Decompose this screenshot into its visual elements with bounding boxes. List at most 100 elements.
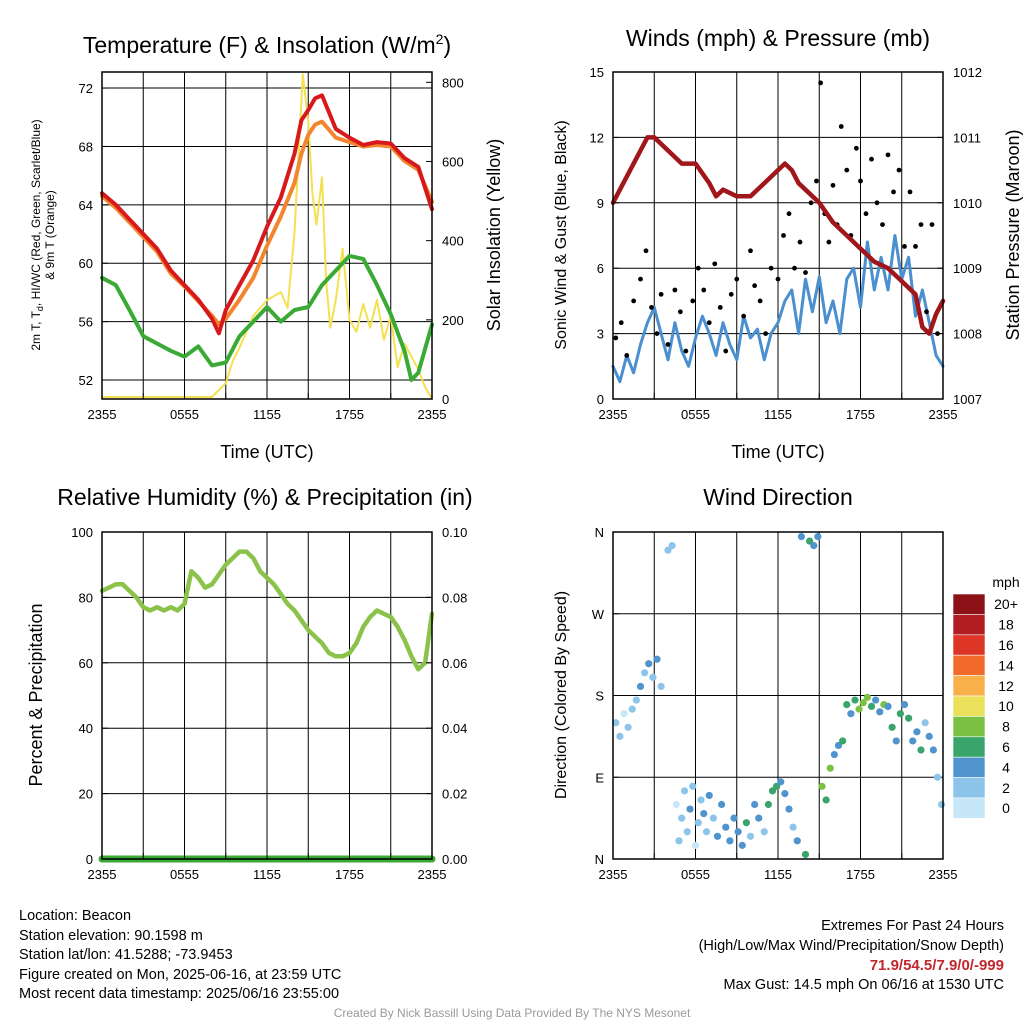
wind-direction-point [913,728,921,736]
wind-direction-point [781,790,789,798]
gust-point [643,248,649,254]
elevation-text: Station elevation: 90.1598 m [19,927,203,944]
wind-direction-point [797,532,805,541]
wind-direction-point [867,702,876,711]
y-tick-label: 3 [597,327,604,342]
svg-text:2m T, Td, HI/WC (Red, Green, S: 2m T, Td, HI/WC (Red, Green, Scarlet/Blu… [29,119,45,350]
wind-direction-point [734,828,742,836]
y2-tick-label: 0.10 [442,525,467,540]
wind-direction-point [764,800,772,809]
y-tick-label: 64 [79,198,93,213]
wind-ticks: 2355 0555 1155 1755 235503691215100710081009… [590,65,982,422]
wind-direction-point [657,682,665,691]
wind-direction-point [900,700,909,709]
wind-direction-point [863,693,871,701]
wind-direction-point [855,705,863,713]
wind-direction-point [801,850,810,859]
y2-tick-label: 0.08 [442,590,467,605]
wind-direction-point [746,832,755,840]
gust-point [913,244,918,249]
wind-direction-point [843,700,851,709]
dir-ylabel-left: Direction (Colored By Speed) [553,591,570,799]
gust-point [672,287,678,293]
dir-gridlines [613,532,943,859]
location-text: Location: Beacon [19,908,132,924]
gust-point [701,287,707,293]
y-tick-label: 12 [590,130,604,145]
rh-gridlines [102,532,432,859]
gust-point [741,313,747,319]
wind-direction-point [624,723,632,731]
y2-tick-label: 200 [442,313,464,328]
gust-point [896,167,902,173]
wind-direction-point [672,800,680,809]
station-info: Location: Beacon Station elevation: 90.1… [19,907,341,1005]
rh-panel: Relative Humidity (%) & Precipitation (i… [26,484,473,882]
wind-direction-point [718,800,726,809]
wind-direction-point [909,737,917,745]
temp-ticks: 2355 0555 1155 1755 2355 52 56 60 64 68 72 0 200 400 6… [79,75,464,422]
sonic-wind-series-line [611,234,945,384]
gust-point [792,265,797,271]
colorbar-swatch [952,797,986,819]
svg-text:& 9m T (Orange): & 9m T (Orange) [43,190,57,280]
x-tick-label: 2355 [418,867,447,882]
wind-direction-point [691,841,700,849]
wind-direction-point [929,746,937,754]
y-tick-label: 60 [79,256,93,271]
wind-direction-point [830,750,838,759]
y2-tick-label: 600 [442,154,464,169]
y-tick-label: S [595,689,604,704]
y-tick-label: 0 [86,852,93,867]
gust-point [618,320,624,326]
gust-point [781,233,786,238]
wind-direction-point [872,696,880,704]
wind-direction-point [705,791,713,800]
extremes-subtitle: (High/Low/Max Wind/Precipitation/Snow De… [698,937,1004,954]
wind-direction-point [751,800,759,809]
gust-point [613,335,619,341]
extremes-info: Extremes For Past 24 Hours (High/Low/Max… [699,917,1004,995]
pressure-series-line [610,135,946,336]
x-tick-label: 2355 [88,407,117,422]
temp-ylabel-left: 2m T, Td, HI/WC (Red, Green, Scarlet/Blu… [29,119,57,350]
wind-gridlines [613,72,943,399]
insolation-series-line [101,73,433,400]
gust-point [717,305,723,310]
gust-point [826,239,832,245]
y-tick-label: 60 [79,656,93,671]
temp-panel: Temperature (F) & Insolation (W/m2) 2355… [29,31,504,462]
y-tick-label: N [595,852,604,867]
colorbar-swatch [952,593,986,615]
gust-point [880,222,885,228]
colorbar-label: 4 [1002,759,1010,775]
colorbar-label: 10 [998,698,1014,714]
gust-point [690,298,696,304]
y-tick-label: E [595,770,604,785]
wind-direction-point [730,814,738,822]
wind-direction-point [689,782,697,790]
y-tick-label: 40 [79,721,93,736]
wind-direction-point [678,814,686,822]
y-tick-label: 72 [79,81,93,96]
gust-point [683,348,689,354]
y-tick-label: 80 [79,590,93,605]
recent-text: Most recent data timestamp: 2025/06/16 2… [19,986,340,1002]
colorbar-swatch [952,675,986,697]
wind-direction-point [742,819,750,827]
wind-direction-point [636,682,645,691]
y-tick-label: 0 [597,392,604,407]
gust-point [775,276,781,282]
temp-title: Temperature (F) & Insolation (W/m2) [83,31,451,58]
wind-direction-point [675,837,683,845]
x-tick-label: 2355 [88,867,117,882]
wind-direction-point [649,673,657,681]
gust-point [929,222,935,228]
colorbar-swatch [952,777,986,799]
wind-direction-point [680,787,689,795]
gust-point [838,124,844,129]
y-tick-label: N [595,525,604,540]
wind-direction-point [738,841,746,849]
colorbar-label: 20+ [994,596,1018,612]
x-tick-label: 2355 [418,407,447,422]
